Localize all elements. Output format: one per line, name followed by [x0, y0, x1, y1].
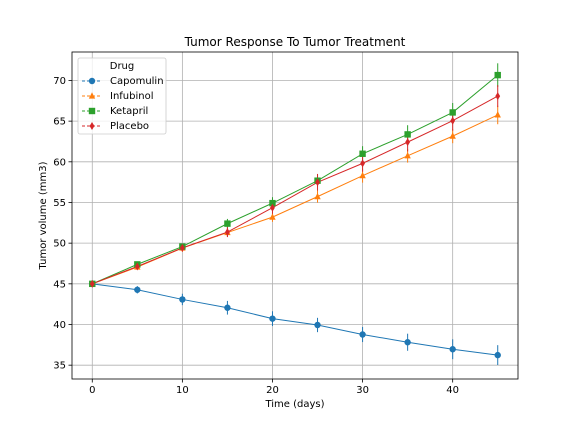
y-tick-label: 45: [53, 279, 66, 290]
capomulin-point: [179, 296, 186, 303]
x-tick-label: 40: [446, 385, 459, 396]
infubinol-point: [314, 192, 321, 200]
ketapril-point: [224, 220, 231, 227]
placebo-point: [89, 279, 95, 288]
ketapril-legend-marker: [88, 107, 96, 115]
y-tick-label: 70: [53, 76, 66, 87]
plot-frame: [71, 51, 519, 380]
placebo-point: [179, 243, 185, 252]
y-tick-label: 65: [53, 117, 66, 128]
y-tick-label: 40: [53, 320, 66, 331]
legend-title: Drug: [110, 61, 135, 72]
series-markers: [89, 71, 501, 359]
placebo-point: [270, 203, 275, 212]
ketapril-point: [449, 109, 456, 116]
capomulin-point: [404, 339, 411, 346]
infubinol-point: [449, 132, 456, 139]
capomulin-point: [134, 286, 141, 293]
legend: Drug Capomulin Infubinol Ketapril Placebo: [77, 57, 167, 135]
infubinol-point: [269, 213, 276, 220]
placebo-legend-label: Placebo: [110, 121, 149, 132]
placebo-point: [495, 92, 501, 101]
chart-title: Tumor Response To Tumor Treatment: [184, 35, 406, 49]
placebo-point: [225, 228, 230, 237]
capomulin-point: [359, 331, 366, 338]
placebo-point: [405, 138, 411, 147]
infubinol-point: [404, 151, 411, 159]
y-tick-label: 35: [53, 361, 66, 372]
placebo-point: [360, 159, 365, 168]
x-tick-label: 0: [89, 385, 95, 396]
capomulin-point: [269, 315, 276, 322]
x-tick-label: 20: [266, 385, 279, 396]
ketapril-line: [92, 74, 499, 285]
infubinol-point: [494, 111, 501, 118]
capomulin-legend-label: Capomulin: [110, 76, 164, 87]
ketapril-point: [494, 71, 501, 79]
x-axis-label: Time (days): [264, 399, 324, 410]
capomulin-point: [494, 351, 501, 359]
y-tick-label: 50: [53, 239, 66, 250]
ketapril-point: [269, 199, 276, 207]
x-tick-label: 10: [176, 385, 189, 396]
y-tick-label: 55: [53, 198, 66, 209]
axis-ticks: 0 10 20 30 40 35 40 45 50 55 60 65 70: [53, 76, 459, 396]
y-axis-label: Tumor volume (mm3): [38, 161, 49, 270]
ketapril-legend-label: Ketapril: [110, 106, 148, 117]
capomulin-line: [92, 283, 498, 356]
capomulin-point: [449, 346, 456, 353]
capomulin-legend-marker: [88, 77, 96, 85]
ketapril-point: [359, 150, 366, 157]
capomulin-point: [314, 321, 321, 329]
series-lines: [92, 74, 499, 356]
placebo-point: [450, 116, 456, 125]
ketapril-point: [404, 131, 411, 138]
placebo-legend-marker: [89, 122, 95, 130]
placebo-point: [134, 262, 140, 271]
infubinol-legend-marker: [88, 92, 96, 99]
legend-box: [77, 57, 167, 135]
placebo-point: [315, 178, 320, 187]
capomulin-point: [224, 304, 231, 311]
x-tick-label: 30: [356, 385, 369, 396]
infubinol-legend-label: Infubinol: [110, 91, 154, 102]
y-tick-label: 60: [53, 157, 66, 168]
placebo-line: [92, 95, 498, 285]
legend-entries: Capomulin Infubinol Ketapril Placebo: [82, 76, 164, 132]
infubinol-point: [359, 171, 366, 179]
